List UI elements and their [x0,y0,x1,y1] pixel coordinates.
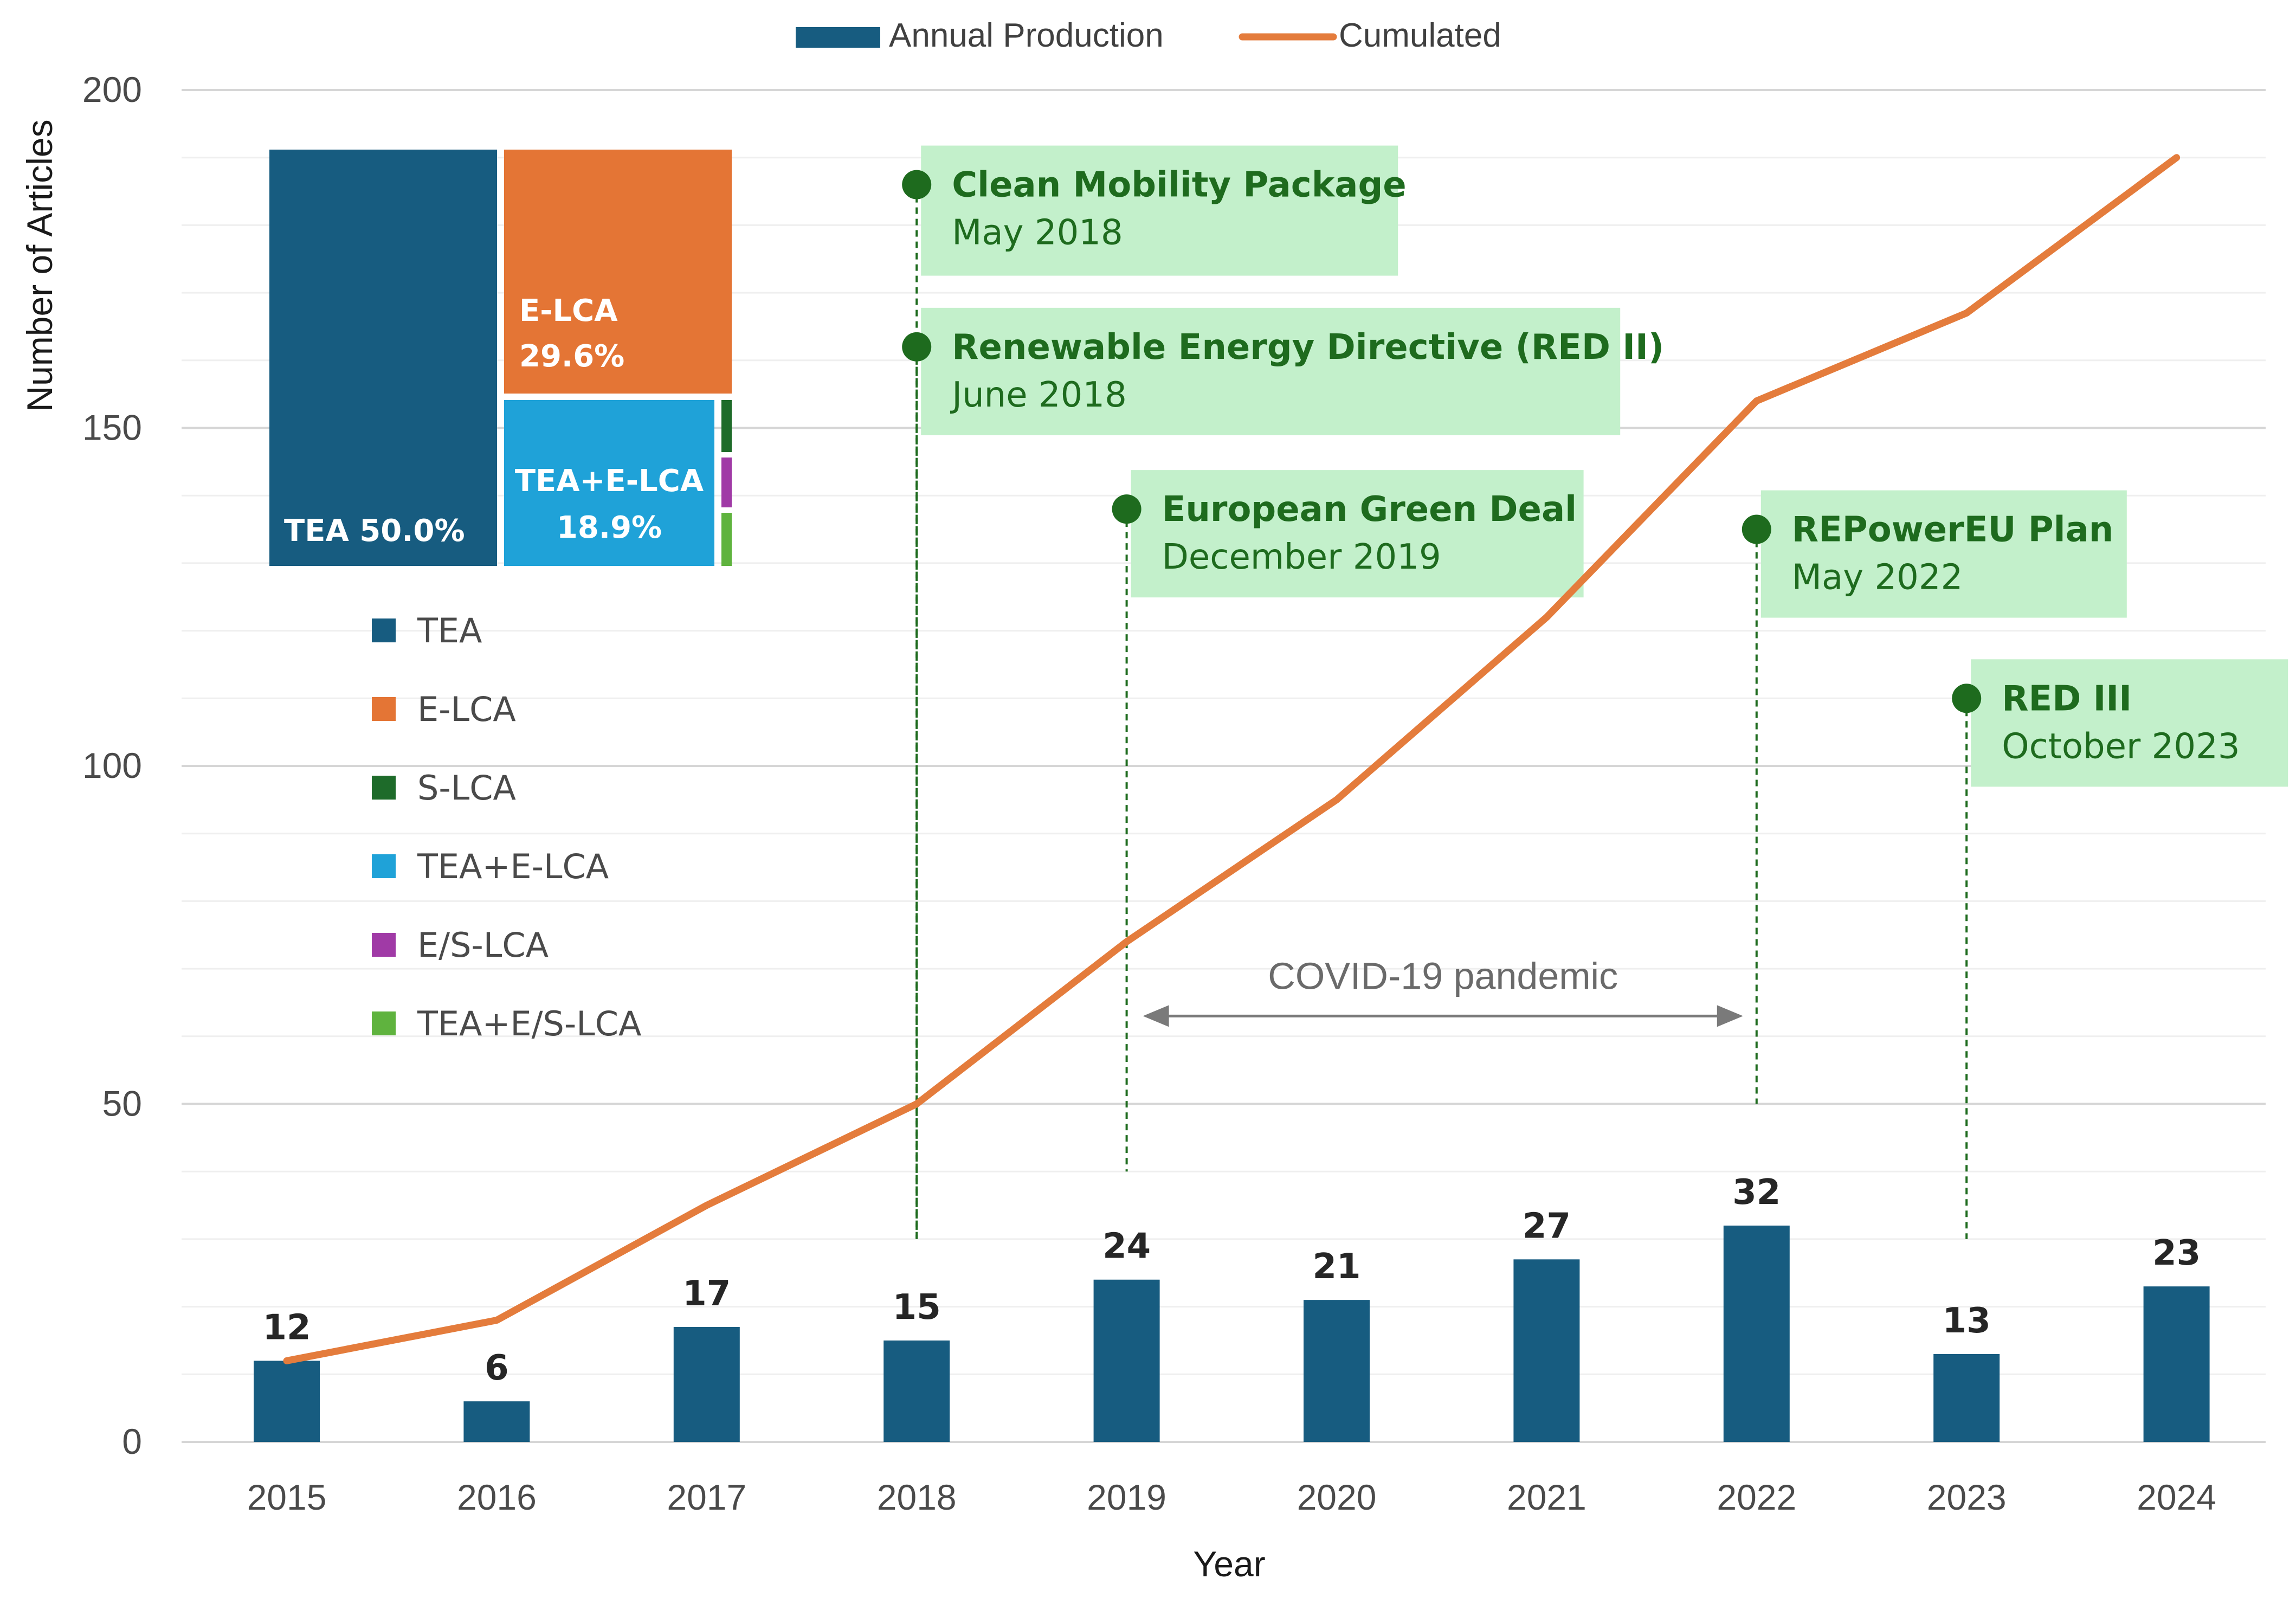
event-marker [902,332,932,362]
event-title: Renewable Energy Directive (RED II) [952,327,1664,368]
event-title: Clean Mobility Package [952,165,1407,205]
y-tick-label: 200 [82,69,142,109]
event-date: December 2019 [1162,537,1441,577]
bar-data-label: 24 [1102,1227,1151,1267]
treemap-legend-swatch [372,854,396,878]
event-marker [1742,514,1771,544]
event-title: RED III [2002,679,2132,719]
covid-arrowhead-left [1143,1005,1169,1027]
treemap-cell-tea-e-lca [504,400,714,566]
bar-data-label: 15 [893,1287,941,1328]
treemap-label-tea-e-lca-value: 18.9% [557,510,662,545]
cumulated-line-path [283,154,2181,1364]
y-tick-label: 50 [102,1084,142,1124]
treemap-cell-tea [269,150,497,566]
bar [463,1401,530,1442]
treemap-legend-label: TEA+E-LCA [417,847,609,886]
bar [2143,1286,2210,1442]
event-marker [902,170,932,199]
bar-data-label: 12 [262,1307,311,1348]
covid-label: COVID-19 pandemic [1268,955,1618,997]
event-date: May 2022 [1792,558,1963,598]
bar-data-label: 32 [1732,1172,1781,1213]
y-tick-label: 150 [82,408,142,448]
legend-label-annual-production: Annual Production [889,17,1164,54]
treemap-label-tea: TEA 50.0% [284,513,465,549]
treemap-legend-swatch [372,697,396,721]
treemap-legend-label: TEA+E/S-LCA [417,1004,641,1043]
treemap-cell-e-s-lca [721,458,732,507]
bar-data-label: 13 [1943,1301,1991,1341]
x-tick-label: 2018 [877,1477,957,1517]
chart-legend: Annual Production Cumulated [796,17,1501,54]
annual-production-bars: 12 6 17 15 24 21 27 32 13 23 [254,1172,2210,1442]
x-tick-label: 2023 [1927,1477,2007,1517]
treemap-legend-label: S-LCA [417,768,516,808]
event-title: European Green Deal [1162,489,1577,530]
x-tick-label: 2020 [1297,1477,1377,1517]
bar-data-label: 17 [682,1274,731,1314]
treemap-cell-e-lca [504,150,732,394]
event-marker [1112,494,1141,524]
bar [1304,1300,1370,1442]
event-box [1131,470,1584,598]
policy-events: Clean Mobility Package May 2018 Renewable … [902,145,2288,1239]
cumulated-line [283,154,2181,1364]
treemap-label-e-lca-name: E-LCA [519,293,618,328]
y-tick-label: 0 [122,1421,142,1461]
bar [673,1327,740,1442]
y-tick-labels: 0 50 100 150 200 [82,69,142,1461]
treemap-legend-swatch [372,1011,396,1035]
treemap-legend-swatch [372,933,396,957]
event-marker [1952,684,1982,713]
x-axis-title: Year [1193,1544,1265,1584]
treemap-legend-label: E/S-LCA [417,925,549,965]
bar [1513,1259,1580,1442]
x-tick-label: 2016 [457,1477,537,1517]
x-tick-label: 2024 [2137,1477,2216,1517]
covid-annotation: COVID-19 pandemic [1143,955,1743,1027]
event-box [921,307,1621,435]
y-axis-title: Number of Articles [20,119,60,411]
event-date: October 2023 [2002,726,2240,766]
inset-treemap-legend: TEA E-LCA S-LCA TEA+E-LCA E/S-LCA TEA+E/S-LCA [372,611,641,1043]
treemap-legend-label: E-LCA [417,690,516,729]
event-title: REPowerEU Plan [1792,510,2114,550]
bar-data-label: 6 [485,1348,509,1388]
event-date: June 2018 [950,375,1127,415]
covid-arrowhead-right [1717,1005,1743,1027]
x-tick-labels: 2015 2016 2017 2018 2019 2020 2021 2022 2023 2024 [247,1477,2216,1517]
bar [1093,1279,1160,1442]
event-box [1760,490,2127,618]
x-tick-label: 2019 [1087,1477,1166,1517]
x-tick-label: 2021 [1507,1477,1586,1517]
x-tick-label: 2015 [247,1477,327,1517]
event-date: May 2018 [952,213,1123,253]
x-tick-label: 2022 [1717,1477,1796,1517]
event-box [921,145,1398,276]
treemap-label-e-lca-value: 29.6% [519,339,624,374]
bar [254,1361,320,1442]
treemap-legend-label: TEA [417,611,482,650]
bar [1723,1225,1790,1442]
bar [1933,1354,2000,1442]
x-tick-label: 2017 [667,1477,746,1517]
bar [883,1340,950,1442]
treemap-label-tea-e-lca-name: TEA+E-LCA [515,463,704,499]
bar-data-label: 21 [1312,1247,1360,1287]
inset-treemap: TEA 50.0% E-LCA 29.6% TEA+E-LCA 18.9% [269,150,732,566]
event-box [1971,659,2288,787]
treemap-legend-swatch [372,618,396,642]
y-tick-label: 100 [82,745,142,785]
treemap-cell-tea-e-s-lca [721,513,732,566]
legend-label-cumulated: Cumulated [1339,17,1501,54]
legend-swatch-annual-production [796,27,880,48]
treemap-legend-swatch [372,776,396,800]
bar-data-label: 27 [1523,1206,1571,1246]
bar-data-label: 23 [2152,1233,2201,1273]
treemap-cell-s-lca [721,400,732,452]
